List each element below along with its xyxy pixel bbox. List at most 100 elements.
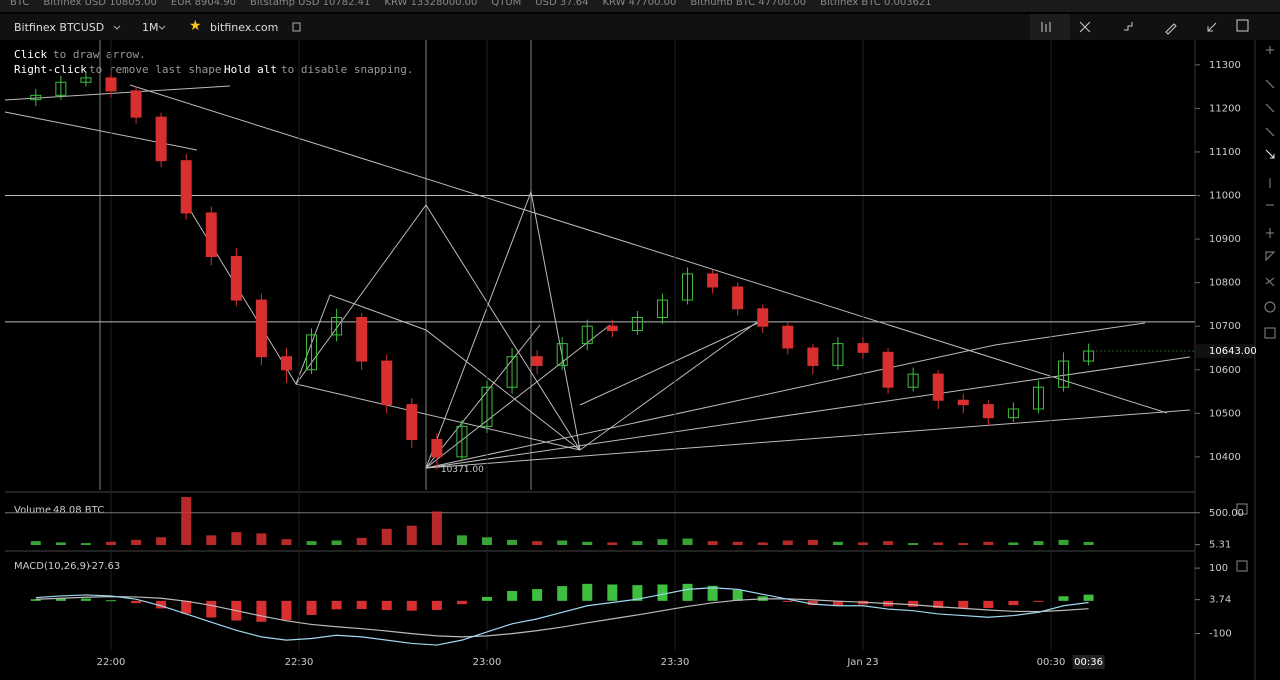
low-label: 10371.00 xyxy=(441,465,484,475)
last-price-box xyxy=(1196,344,1254,359)
volume-bar xyxy=(782,540,793,545)
candle-body xyxy=(631,316,643,332)
candle-body xyxy=(280,356,292,371)
tool-pitchfork[interactable] xyxy=(1265,277,1275,287)
volume-bar xyxy=(983,541,994,545)
macd-histogram-bar xyxy=(381,600,392,611)
hint-text: to disable snapping. xyxy=(281,63,413,76)
tool-ray[interactable] xyxy=(1265,103,1275,113)
candle-body xyxy=(682,273,694,301)
tool-segment[interactable] xyxy=(1265,127,1275,137)
volume-bar xyxy=(682,538,693,545)
candle-body xyxy=(556,343,568,366)
candle-body xyxy=(732,286,744,310)
hint-key: Click xyxy=(14,48,47,61)
macd-histogram-bar xyxy=(281,600,292,621)
tool-circle[interactable] xyxy=(1264,301,1276,313)
macd-histogram-bar xyxy=(507,591,518,601)
compare-icon[interactable] xyxy=(1079,21,1091,33)
volume-bar xyxy=(1083,541,1094,545)
close-panel[interactable] xyxy=(1236,503,1248,515)
x-tick-label: 23:30 xyxy=(661,657,690,668)
hint-text: to draw arrow. xyxy=(53,48,146,61)
tool-fib[interactable] xyxy=(1265,251,1276,262)
candle-body xyxy=(431,438,443,458)
volume-bar xyxy=(431,511,442,545)
volume-bar xyxy=(582,541,593,545)
macd-histogram-bar xyxy=(532,589,543,601)
candle-body xyxy=(306,334,318,371)
y-tick-label: 500.00 xyxy=(1209,508,1244,519)
volume-bar xyxy=(1058,539,1069,545)
macd-histogram-bar xyxy=(131,600,142,604)
candle-body xyxy=(1058,360,1070,388)
macd-histogram-bar xyxy=(80,598,91,601)
candle-body xyxy=(230,256,242,301)
draw-icon[interactable] xyxy=(1165,23,1177,35)
candle-body xyxy=(30,94,42,101)
hint-key: Right-click xyxy=(14,63,87,76)
candle-body xyxy=(832,343,844,366)
site-link[interactable]: bitfinex.com xyxy=(210,21,278,34)
tool-line[interactable] xyxy=(1265,79,1275,89)
indicators-icon[interactable] xyxy=(1041,22,1051,32)
x-tick-label: 22:00 xyxy=(97,657,126,668)
volume-bar xyxy=(632,541,643,545)
volume-bar xyxy=(131,539,142,545)
ticker-item: USD 37.64 xyxy=(535,0,588,8)
candle-body xyxy=(255,299,267,358)
external-link-icon xyxy=(292,22,301,32)
x-tick-label: 22:30 xyxy=(285,657,314,668)
candle-body xyxy=(381,360,393,406)
candle-body xyxy=(155,116,167,162)
volume-bar xyxy=(532,541,543,545)
tool-arrow[interactable] xyxy=(1265,149,1275,159)
x-tick-label: Jan 23 xyxy=(846,657,878,668)
volume-bar xyxy=(933,542,944,545)
y-tick-label: 10800 xyxy=(1209,278,1241,289)
macd-histogram-bar xyxy=(908,600,919,607)
candle-body xyxy=(857,343,869,353)
volume-bar xyxy=(883,541,894,545)
ticker-item: KRW 47700.00 xyxy=(602,0,676,8)
close-panel[interactable] xyxy=(1236,560,1248,572)
ticker-item: EUR 8904.90 xyxy=(171,0,236,8)
volume-bar xyxy=(557,540,568,545)
tool-rect[interactable] xyxy=(1264,327,1276,339)
ticker-item: Bitfinex BTC 0.003621 xyxy=(820,0,932,8)
dropdown-icon xyxy=(158,25,166,30)
interval-select[interactable]: 1M xyxy=(142,21,159,34)
macd-histogram-bar xyxy=(456,600,467,605)
volume-bar xyxy=(807,539,818,545)
chart-type-icon[interactable] xyxy=(1124,22,1133,31)
candle-body xyxy=(982,404,994,419)
candle-body xyxy=(406,404,418,440)
volume-bar xyxy=(832,541,843,545)
volume-bar xyxy=(858,542,868,545)
tool-plus[interactable] xyxy=(1266,46,1274,54)
close-icon[interactable] xyxy=(1236,19,1249,32)
x-tick-label: 23:00 xyxy=(473,657,502,668)
fullscreen-icon[interactable] xyxy=(1207,22,1217,32)
x-tick-label: 00:30 xyxy=(1037,657,1066,668)
macd-histogram-bar xyxy=(582,583,593,601)
candle-body xyxy=(707,273,719,288)
macd-histogram-bar xyxy=(707,585,718,601)
candle-body xyxy=(55,81,67,96)
favorite-star[interactable]: ★ xyxy=(189,18,202,34)
tool-cross[interactable] xyxy=(1266,228,1274,238)
panel-title: MACD(10,26,9) xyxy=(14,561,90,572)
ticker-bar xyxy=(0,0,1280,12)
ticker-item: QTUM xyxy=(491,0,521,8)
candle-body xyxy=(456,425,468,458)
ticker-item: BTC xyxy=(10,0,29,8)
candle-body xyxy=(356,316,368,362)
candle-body xyxy=(506,356,518,388)
macd-histogram-bar xyxy=(807,600,818,606)
signal-line xyxy=(35,595,1089,638)
candle-body xyxy=(932,373,944,401)
symbol-select[interactable]: Bitfinex BTCUSD xyxy=(14,21,104,34)
ticker-item: KRW 13328000.00 xyxy=(384,0,477,8)
volume-bar xyxy=(181,497,192,545)
